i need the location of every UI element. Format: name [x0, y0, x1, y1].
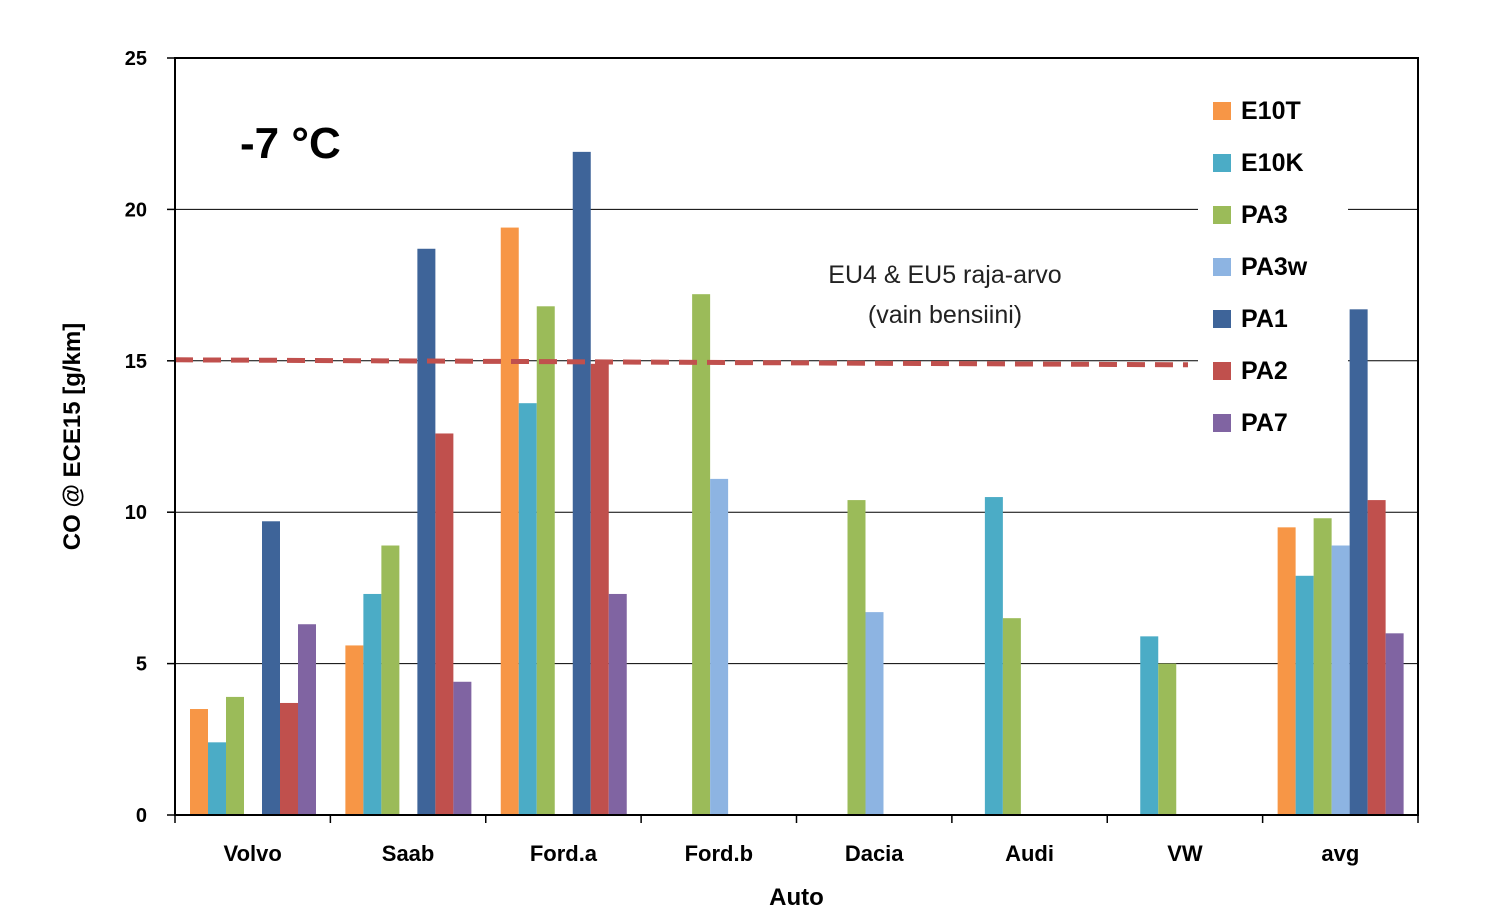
bar-pa3-vw — [1158, 663, 1177, 815]
bar-e10k-ford-a — [518, 403, 537, 815]
bar-e10t-saab — [345, 645, 364, 815]
bar-pa3-avg — [1313, 518, 1332, 815]
bar-e10k-vw — [1140, 636, 1159, 815]
bars — [190, 151, 1404, 816]
bar-pa7-ford-a — [608, 593, 627, 815]
bar-pa3-ford-a — [536, 306, 555, 815]
limit-line-group — [174, 357, 1189, 368]
limit-annotation-line1: EU4 & EU5 raja-arvo — [828, 261, 1061, 289]
legend-label: PA3 — [1241, 201, 1288, 229]
temperature-label: -7 °C — [240, 119, 341, 168]
limit-line — [174, 357, 1189, 368]
y-tick-label: 10 — [125, 502, 147, 524]
bar-pa1-avg — [1349, 309, 1368, 815]
legend-label: PA7 — [1241, 409, 1288, 437]
bar-pa7-avg — [1385, 633, 1404, 815]
x-axis-title: Auto — [769, 884, 824, 911]
y-axis-ticks: 0 5 10 15 20 25 — [125, 48, 175, 827]
y-tick-label: 20 — [125, 199, 147, 221]
bar-pa7-volvo — [298, 624, 316, 815]
y-tick-label: 25 — [125, 48, 147, 70]
bar-pa3-dacia — [847, 500, 866, 815]
legend: E10T E10K PA3 PA3w PA1 PA2 PA7 — [1198, 86, 1348, 444]
bar-pa3w-ford-b — [710, 478, 729, 815]
x-axis-ticks: Volvo Saab Ford.a Ford.b Dacia Audi VW avg — [174, 815, 1419, 866]
bar-pa1-saab — [417, 248, 436, 815]
x-tick-label: Ford.a — [530, 841, 598, 866]
legend-label: E10K — [1241, 149, 1304, 177]
x-tick-label: Volvo — [224, 841, 282, 866]
bar-pa3-audi — [1002, 618, 1021, 815]
bar-e10t-avg — [1277, 527, 1296, 815]
limit-annotation-line2: (vain bensiini) — [868, 301, 1022, 329]
bar-pa2-avg — [1367, 500, 1386, 815]
legend-label: PA2 — [1241, 357, 1288, 385]
legend-swatch — [1213, 154, 1231, 172]
x-tick-label: Dacia — [845, 841, 904, 866]
bar-e10k-avg — [1295, 575, 1314, 815]
x-tick-label: avg — [1321, 841, 1359, 866]
legend-swatch — [1213, 102, 1231, 120]
y-tick-label: 5 — [136, 654, 147, 676]
legend-swatch — [1213, 310, 1231, 328]
x-tick-label: Ford.b — [685, 841, 753, 866]
bar-pa3-ford-b — [692, 294, 711, 816]
bar-pa3-volvo — [226, 696, 244, 815]
bar-e10k-audi — [984, 497, 1003, 815]
x-tick-label: VW — [1167, 841, 1203, 866]
x-tick-label: Saab — [382, 841, 435, 866]
bar-e10t-ford-a — [500, 227, 519, 815]
bar-pa2-volvo — [280, 702, 298, 815]
y-tick-label: 0 — [136, 805, 147, 827]
bar-pa1-volvo — [262, 521, 280, 815]
legend-label: PA1 — [1241, 305, 1288, 333]
legend-swatch — [1213, 414, 1231, 432]
bar-e10t-volvo — [190, 709, 208, 815]
legend-swatch — [1213, 362, 1231, 380]
legend-label: PA3w — [1241, 253, 1308, 281]
bar-pa1-ford-a — [572, 151, 591, 816]
bar-e10k-volvo — [208, 742, 226, 815]
bar-pa2-ford-a — [590, 363, 609, 815]
bar-pa3-saab — [381, 545, 400, 815]
bar-pa2-saab — [435, 433, 454, 815]
legend-label: E10T — [1241, 97, 1301, 125]
y-tick-label: 15 — [125, 351, 147, 373]
bar-pa3w-dacia — [865, 612, 884, 815]
x-tick-label: Audi — [1005, 841, 1054, 866]
bar-e10k-saab — [363, 593, 382, 815]
y-axis-title: CO @ ECE15 [g/km] — [59, 323, 86, 550]
bar-pa3w-avg — [1331, 545, 1350, 815]
bar-pa7-saab — [453, 681, 472, 815]
legend-swatch — [1213, 258, 1231, 276]
legend-swatch — [1213, 206, 1231, 224]
